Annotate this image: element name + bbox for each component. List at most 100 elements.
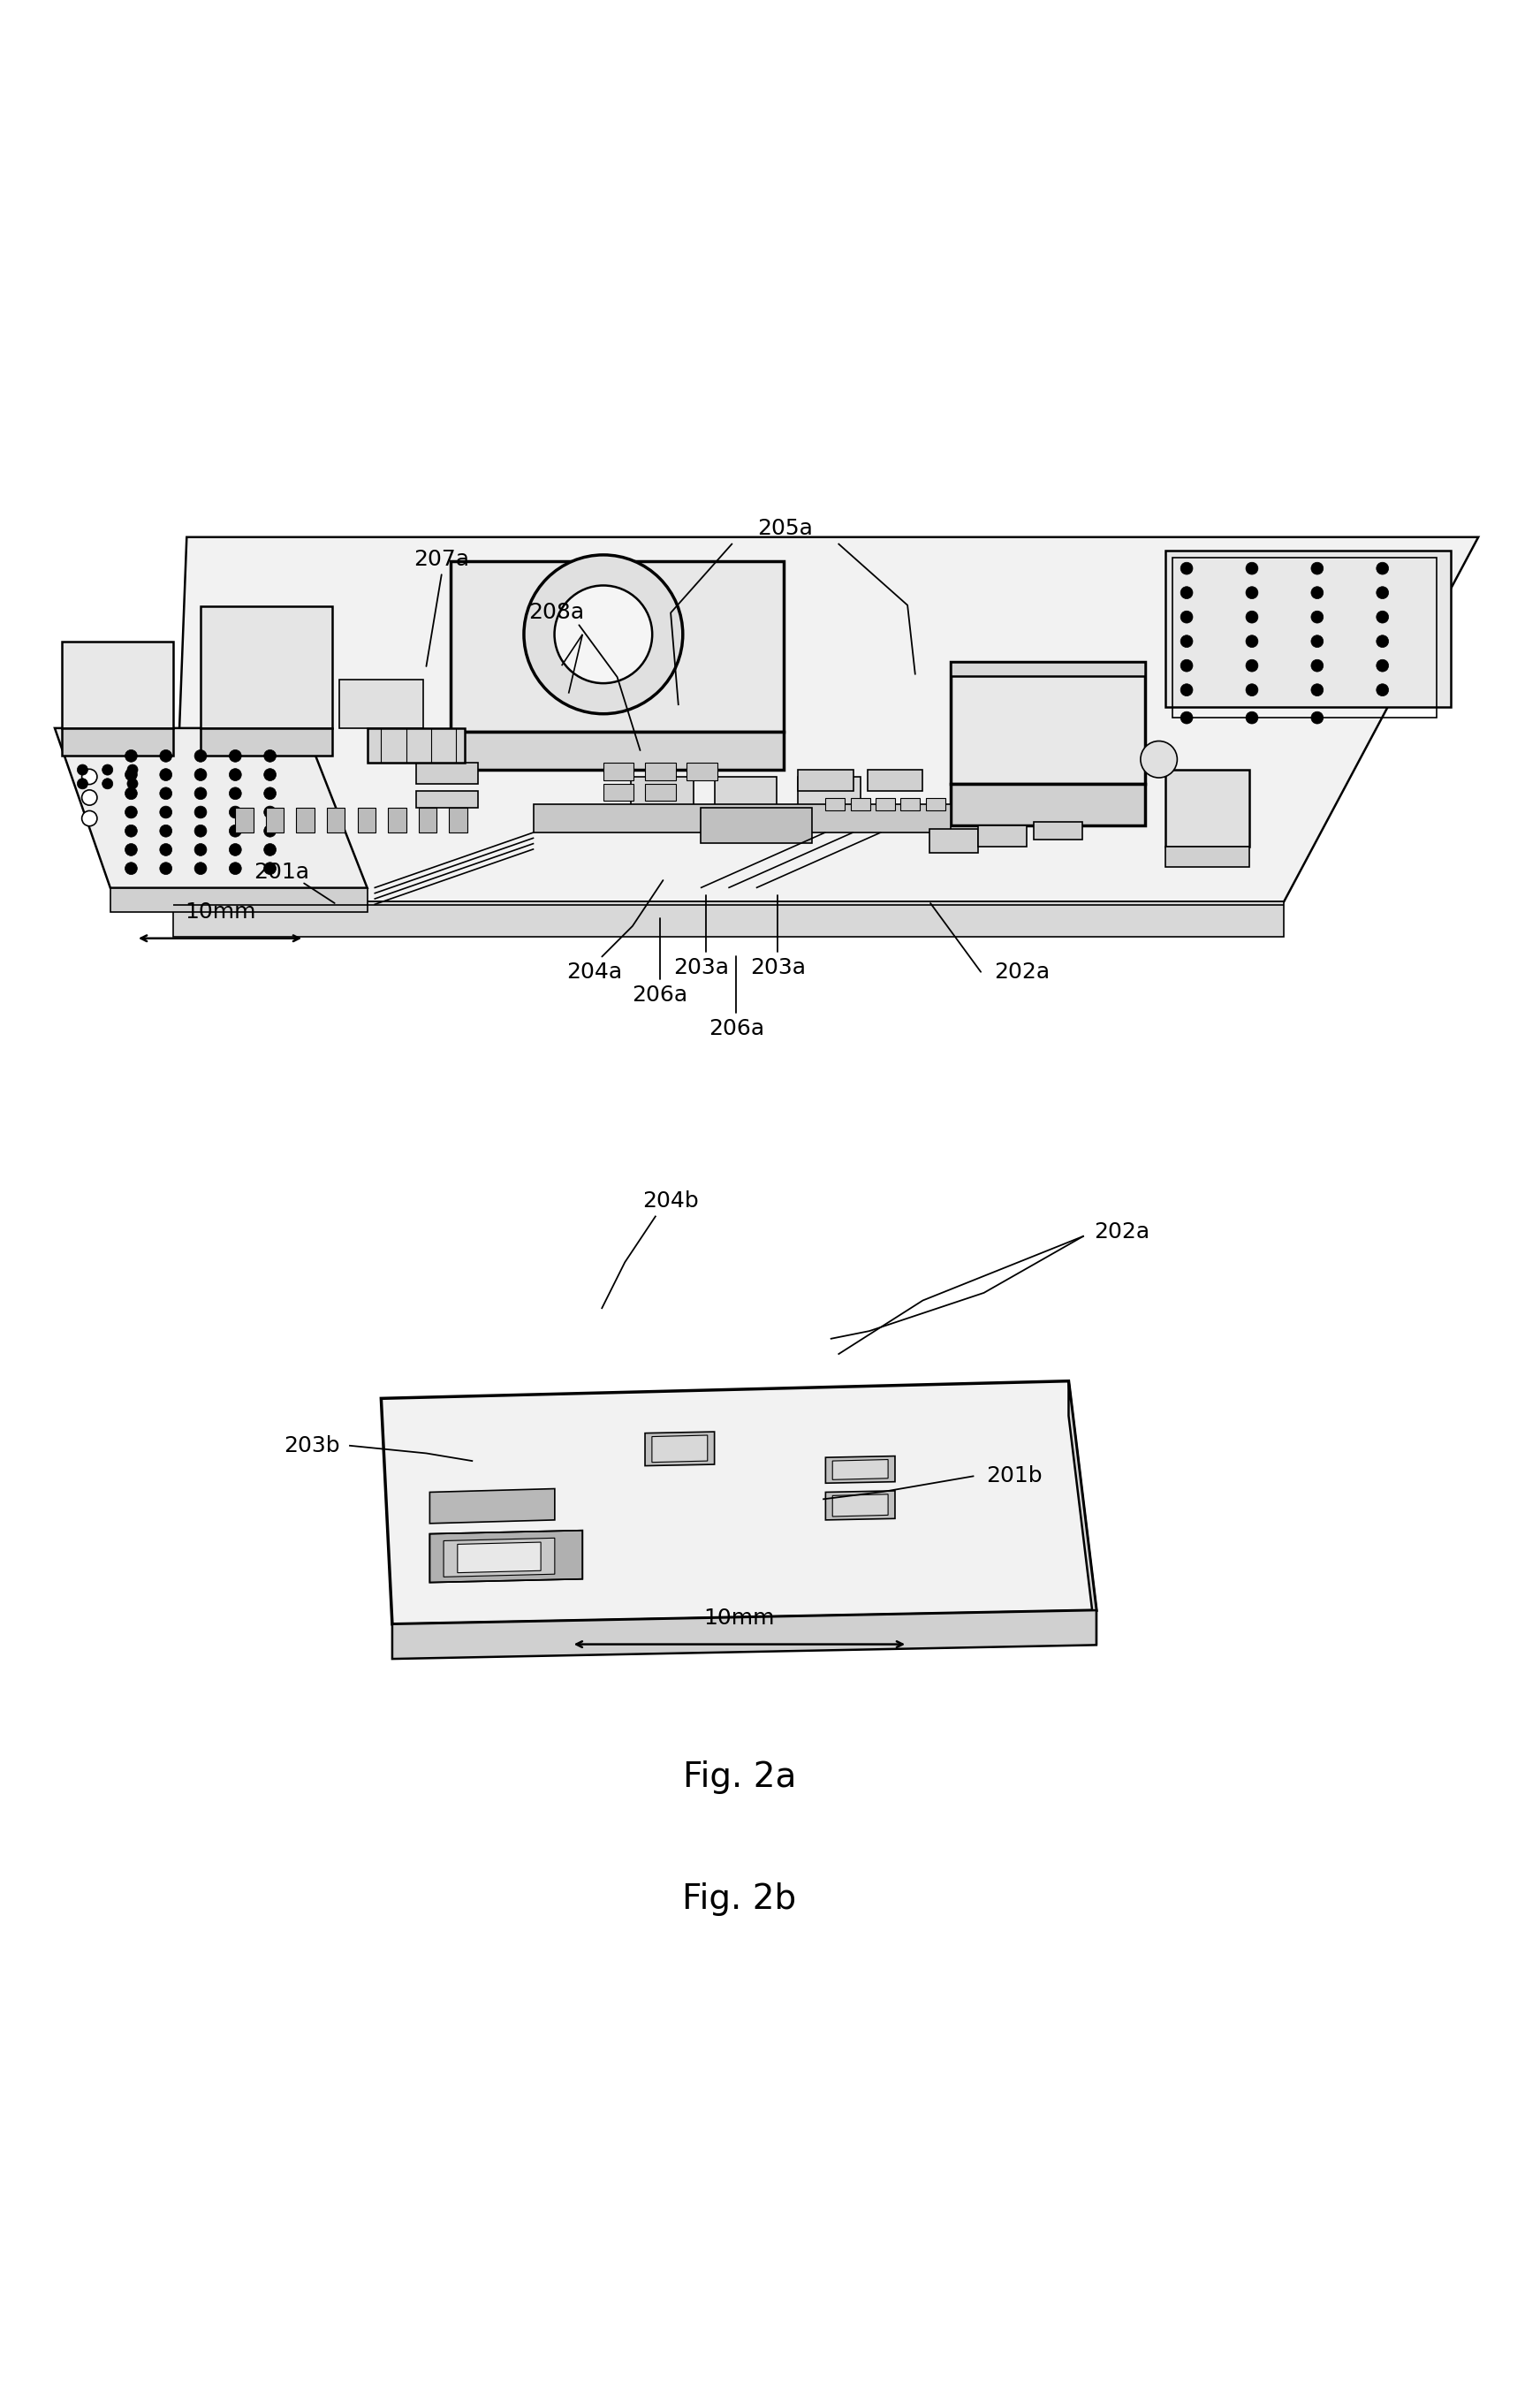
Circle shape [125,862,137,874]
Polygon shape [850,797,870,809]
Polygon shape [326,809,345,833]
Circle shape [1377,587,1389,599]
Polygon shape [1033,821,1083,840]
Polygon shape [457,1542,541,1573]
Polygon shape [950,661,1144,676]
Circle shape [194,807,206,819]
Circle shape [160,769,172,781]
Circle shape [1181,635,1194,647]
Circle shape [229,807,242,819]
Polygon shape [950,661,1144,783]
Circle shape [194,862,206,874]
Circle shape [229,788,242,800]
Text: 203b: 203b [283,1435,340,1456]
Polygon shape [930,828,978,852]
Circle shape [263,807,276,819]
Circle shape [263,826,276,838]
Circle shape [263,750,276,761]
Polygon shape [798,769,853,790]
Circle shape [160,750,172,761]
Text: 201a: 201a [253,862,310,883]
Polygon shape [388,809,407,833]
Circle shape [1181,563,1194,575]
Text: 10mm: 10mm [704,1609,775,1628]
Circle shape [128,778,139,790]
Circle shape [1311,563,1323,575]
Circle shape [1181,659,1194,671]
Text: Fig. 2b: Fig. 2b [682,1883,796,1917]
Polygon shape [651,1435,707,1463]
Polygon shape [450,809,467,833]
Circle shape [82,790,97,804]
Polygon shape [687,764,718,781]
Polygon shape [430,1530,582,1583]
Circle shape [160,826,172,838]
Text: 208a: 208a [528,602,584,623]
Polygon shape [200,606,333,728]
Circle shape [194,843,206,857]
Polygon shape [1166,847,1249,866]
Polygon shape [1069,1382,1096,1645]
Circle shape [1246,587,1258,599]
Polygon shape [1166,769,1249,847]
Polygon shape [236,809,254,833]
Circle shape [125,826,137,838]
Circle shape [128,764,139,776]
Circle shape [194,788,206,800]
Circle shape [1377,683,1389,697]
Polygon shape [339,680,424,728]
Polygon shape [1166,551,1451,707]
Text: 10mm: 10mm [185,902,256,924]
Polygon shape [701,809,812,843]
Circle shape [1377,659,1389,671]
Polygon shape [876,797,895,809]
Polygon shape [451,561,784,730]
Circle shape [263,769,276,781]
Polygon shape [645,764,676,781]
Circle shape [82,769,97,785]
Circle shape [1377,635,1389,647]
Polygon shape [200,728,333,757]
Circle shape [1311,659,1323,671]
Polygon shape [645,1432,715,1466]
Circle shape [160,807,172,819]
Polygon shape [172,537,1478,902]
Circle shape [1181,611,1194,623]
Circle shape [524,554,682,714]
Text: 205a: 205a [758,518,813,539]
Circle shape [77,764,88,776]
Polygon shape [978,826,1027,847]
Polygon shape [357,809,376,833]
Circle shape [194,750,206,761]
Polygon shape [534,804,950,833]
Text: 202a: 202a [1093,1222,1149,1241]
Text: 206a: 206a [631,983,688,1005]
Circle shape [1246,659,1258,671]
Polygon shape [631,776,693,809]
Text: 203a: 203a [750,957,805,979]
Circle shape [1377,611,1389,623]
Text: 207a: 207a [414,549,470,570]
Polygon shape [833,1494,889,1516]
Polygon shape [926,797,946,809]
Polygon shape [380,1382,1096,1623]
Polygon shape [419,809,437,833]
Circle shape [160,788,172,800]
Circle shape [263,862,276,874]
Circle shape [1311,683,1323,697]
Circle shape [77,778,88,790]
Circle shape [82,812,97,826]
Circle shape [229,843,242,857]
Circle shape [1311,587,1323,599]
Polygon shape [833,1458,889,1480]
Polygon shape [62,642,172,728]
Circle shape [1181,683,1194,697]
Circle shape [1311,711,1323,723]
Circle shape [1246,611,1258,623]
Polygon shape [111,888,367,912]
Polygon shape [416,790,479,809]
Polygon shape [430,1489,554,1523]
Circle shape [229,826,242,838]
Polygon shape [604,764,634,781]
Text: 203a: 203a [673,957,728,979]
